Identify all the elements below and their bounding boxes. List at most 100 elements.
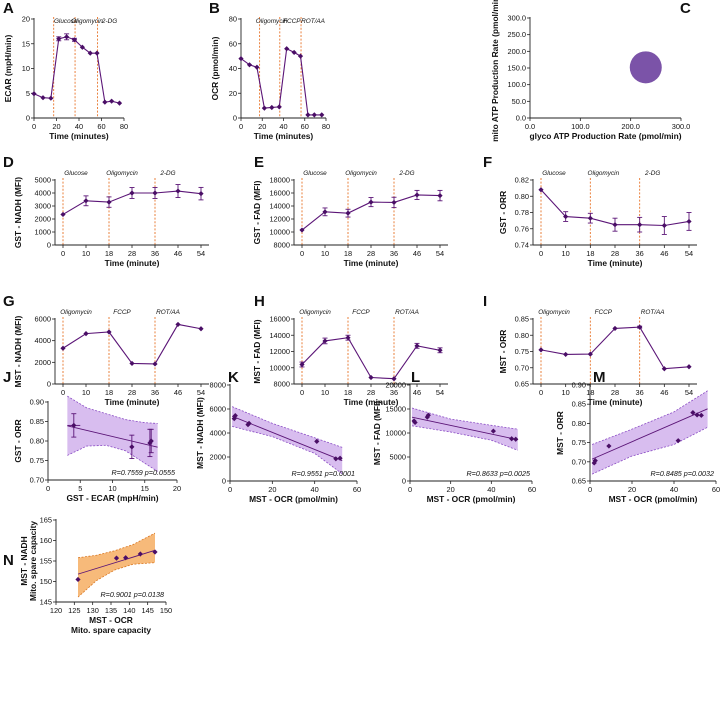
band-lower-edge bbox=[411, 425, 518, 451]
data-point bbox=[129, 360, 135, 367]
x-tick-label: 20 bbox=[268, 485, 276, 494]
data-point bbox=[299, 361, 305, 368]
data-point bbox=[319, 112, 325, 118]
y-tick-label: 300.0 bbox=[508, 14, 527, 23]
x-tick-label: 0 bbox=[46, 484, 50, 493]
y-tick-label: 0.75 bbox=[515, 347, 529, 356]
data-point bbox=[64, 34, 70, 40]
y-tick-label: 10000 bbox=[269, 363, 290, 372]
injection-label: 2-DG bbox=[644, 170, 660, 177]
y-axis-title: MST - FAD (MFI) bbox=[252, 319, 262, 383]
band-lower-edge bbox=[232, 426, 343, 475]
x-tick-label: 28 bbox=[128, 388, 136, 397]
x-tick-label: 40 bbox=[670, 485, 678, 494]
chart-panel-M: M 0.65 0.70 0.75 0.80 0.85 0.90 0 20 40 60 MST - OC… bbox=[555, 369, 720, 504]
series-line bbox=[240, 47, 322, 116]
y-tick-label: 40 bbox=[229, 64, 237, 73]
x-tick-label: 10 bbox=[108, 484, 116, 493]
x-tick-label: 18 bbox=[105, 249, 113, 258]
panel-label: E bbox=[254, 154, 264, 171]
data-point bbox=[698, 412, 704, 418]
injection-label: ROT/AA bbox=[156, 309, 180, 316]
x-axis-title: Time (minute) bbox=[344, 258, 399, 268]
data-point bbox=[333, 456, 339, 462]
data-point bbox=[269, 104, 275, 111]
x-tick-label: 40 bbox=[311, 485, 319, 494]
injection-label: ROT/AA bbox=[395, 309, 419, 316]
y-axis-title: mito ATP Production Rate (pmol/min) bbox=[490, 0, 500, 142]
data-point bbox=[412, 419, 418, 426]
data-point bbox=[198, 326, 204, 332]
x-axis-title: Time (minute) bbox=[344, 397, 399, 407]
x-tick-label: 10 bbox=[321, 388, 329, 397]
confidence-band bbox=[592, 390, 708, 475]
data-point bbox=[513, 436, 519, 442]
x-tick-label: 36 bbox=[151, 249, 159, 258]
regression-line bbox=[591, 408, 708, 460]
y-axis-title: GST - NADH (MFI) bbox=[13, 177, 23, 248]
y-tick-label: 0.80 bbox=[515, 192, 529, 201]
y-tick-label: 155 bbox=[40, 557, 52, 566]
panel-label: C bbox=[680, 0, 691, 17]
y-tick-label: 6000 bbox=[35, 315, 51, 324]
data-point bbox=[231, 416, 237, 422]
data-bubble bbox=[629, 51, 662, 84]
data-point bbox=[175, 321, 181, 328]
y-tick-label: 145 bbox=[40, 598, 52, 607]
x-tick-label: 0 bbox=[300, 249, 304, 258]
y-tick-label: 0.80 bbox=[515, 331, 529, 340]
data-point bbox=[106, 199, 112, 205]
x-axis-title-line2: Mito. spare capacity bbox=[71, 625, 151, 635]
data-point bbox=[106, 329, 112, 335]
data-point bbox=[587, 215, 593, 221]
y-tick-label: 4000 bbox=[210, 429, 226, 438]
band-upper-edge bbox=[77, 532, 156, 559]
data-point bbox=[246, 420, 252, 426]
y-tick-label: 250.0 bbox=[508, 30, 527, 39]
correlation-stat: R=0.9551 p=0.0001 bbox=[291, 469, 355, 478]
injection-label: 2-DG bbox=[159, 170, 175, 177]
panel-label: I bbox=[483, 293, 487, 310]
x-axis-title: MST - OCR bbox=[89, 615, 133, 625]
data-point bbox=[129, 444, 135, 450]
x-tick-label: 10 bbox=[321, 249, 329, 258]
x-tick-label: 36 bbox=[636, 249, 644, 258]
y-tick-label: 200.0 bbox=[508, 47, 527, 56]
correlation-stat: R=0.7559 p=0.0555 bbox=[111, 468, 176, 477]
data-point bbox=[109, 98, 115, 104]
y-tick-label: 0 bbox=[222, 477, 226, 486]
x-tick-label: 140 bbox=[123, 606, 135, 615]
x-tick-label: 0.0 bbox=[525, 122, 535, 131]
data-point bbox=[83, 198, 89, 204]
chart-panel-K: K 0 2000 4000 6000 8000 0 20 40 60 MST - OCR (pmol… bbox=[195, 369, 361, 504]
x-axis-title: glyco ATP Production Rate (pmol/min) bbox=[530, 131, 682, 141]
data-point bbox=[509, 436, 515, 442]
x-tick-label: 0 bbox=[300, 388, 304, 397]
x-tick-label: 36 bbox=[390, 249, 398, 258]
data-point bbox=[246, 62, 253, 68]
chart-panel-E: E Glucose Oligomycin 2-DG 8000 10000 12000 1400… bbox=[252, 154, 448, 268]
data-point bbox=[345, 335, 351, 341]
panel-label: N bbox=[3, 552, 14, 569]
injection-label: FCCP bbox=[283, 18, 301, 25]
x-tick-label: 10 bbox=[82, 249, 90, 258]
y-tick-label: 150.0 bbox=[508, 64, 527, 73]
y-tick-label: 18000 bbox=[269, 176, 290, 185]
y-tick-label: 2000 bbox=[35, 215, 51, 224]
data-point bbox=[391, 376, 397, 382]
x-tick-label: 46 bbox=[174, 388, 182, 397]
panel-label: F bbox=[483, 154, 492, 171]
y-tick-label: 20000 bbox=[385, 381, 406, 390]
x-tick-label: 145 bbox=[141, 606, 153, 615]
x-tick-label: 200.0 bbox=[621, 122, 640, 131]
y-tick-label: 0.85 bbox=[572, 400, 586, 409]
series-line bbox=[33, 36, 120, 104]
data-point bbox=[198, 191, 204, 197]
y-tick-label: 0.90 bbox=[572, 381, 586, 390]
data-point bbox=[276, 104, 282, 110]
x-tick-label: 100.0 bbox=[571, 122, 590, 131]
x-tick-label: 46 bbox=[660, 249, 668, 258]
